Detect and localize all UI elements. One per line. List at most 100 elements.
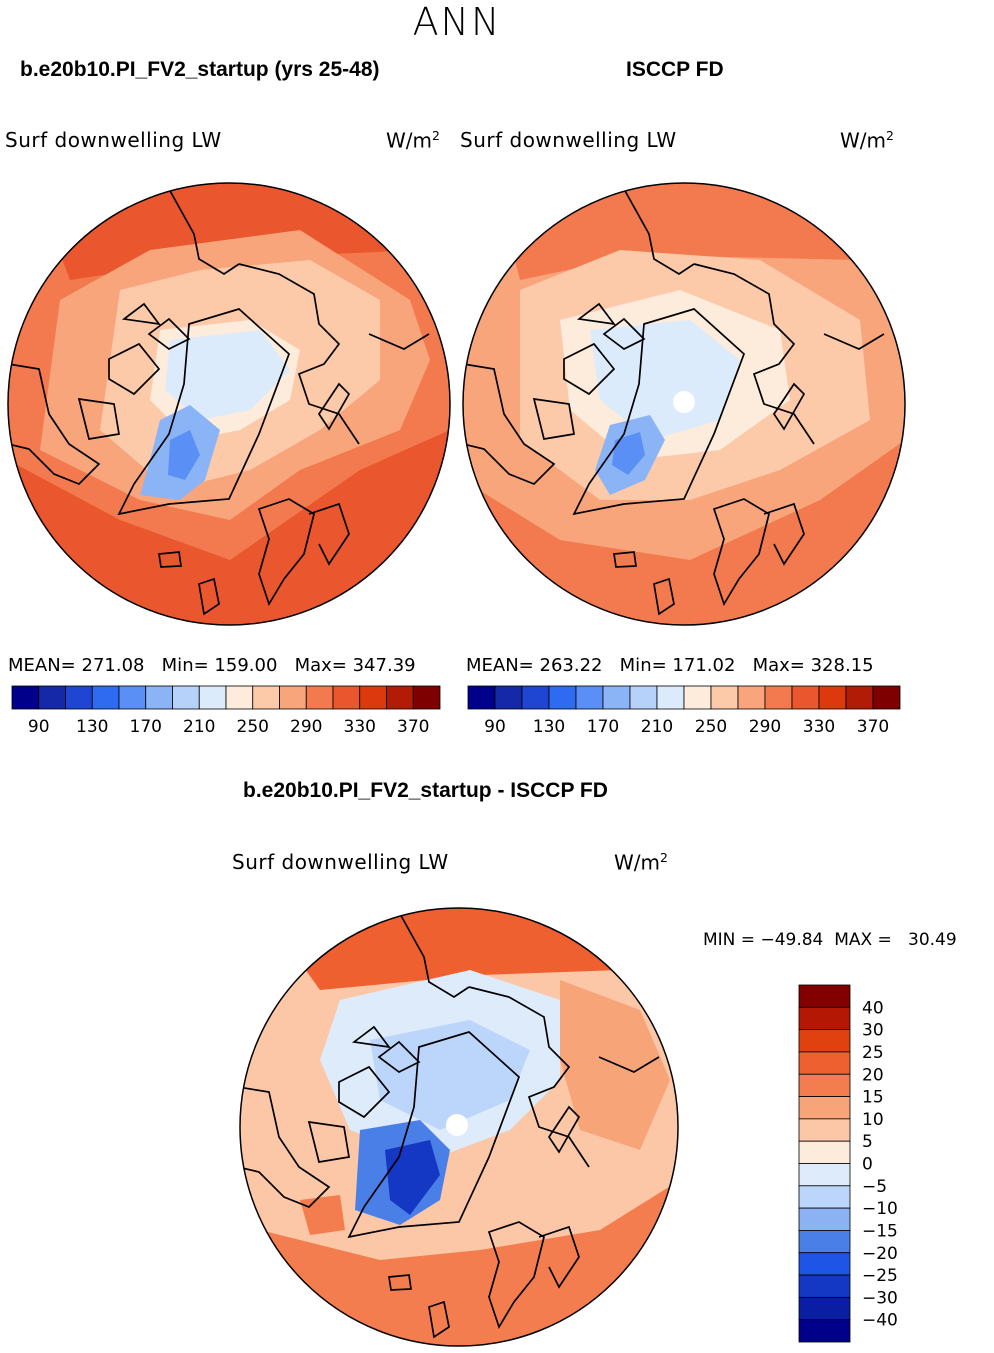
panel1-colorbar-swatch-2 [65, 685, 93, 710]
panel2-colorbar-swatch-9 [710, 685, 739, 710]
panel3-field: Surf downwelling LW [232, 850, 449, 874]
panel1-colorbar-swatch-7 [198, 685, 227, 710]
panel1-colorbar-tick-label: 370 [397, 717, 429, 737]
panel2-colorbar-tick-label: 250 [695, 717, 727, 737]
panel2-colorbar-tick-label: 90 [484, 717, 506, 737]
panel3-colorbar-swatch-13 [798, 1274, 851, 1298]
panel2-region-central [590, 320, 740, 440]
panel3-colorbar-tick-label: −20 [862, 1244, 898, 1264]
panel3-title: b.e20b10.PI_FV2_startup - ISCCP FD [243, 779, 608, 802]
panel2-field: Surf downwelling LW [460, 128, 677, 152]
panel3-colorbar-swatch-11 [798, 1230, 851, 1254]
panel1-map-border [7, 182, 451, 626]
panel2-colorbar-tick-label: 330 [803, 717, 835, 737]
panel3-region-central [370, 1020, 530, 1130]
panel3-stats: MIN = −49.84 MAX = 30.49 [703, 930, 957, 950]
panel1-colorbar-swatch-13 [359, 685, 387, 710]
panel3-colorbar-swatch-6 [798, 1118, 851, 1142]
panel1-colorbar-swatch-0 [11, 685, 40, 710]
panel1-colorbar-swatch-5 [145, 685, 173, 710]
panel2-colorbar-tick-label: 170 [587, 717, 619, 737]
panel1-colorbar: 90 130 170 210 250 290 330 370 [11, 685, 441, 737]
panel1-map [8, 183, 450, 625]
panel3-colorbar-tick-label: 40 [862, 998, 884, 1018]
panel3-colorbar-tick-label: 30 [862, 1021, 884, 1041]
panel1-units: W/m2 [386, 128, 440, 153]
panel2-colorbar-swatch-6 [629, 685, 658, 710]
panel3-map-border [239, 907, 679, 1347]
panel1-min: 159.00 [214, 655, 278, 676]
panel1-colorbar-swatch-11 [305, 685, 334, 710]
panel2-colorbar-swatch-10 [737, 685, 766, 710]
panel2-colorbar-tick-label: 370 [857, 717, 889, 737]
panel3-colorbar-tick-label: 10 [862, 1110, 884, 1130]
panel3-colorbar-swatch-4 [798, 1073, 851, 1097]
panel2-mean: 263.22 [539, 655, 603, 676]
panel1-colorbar-swatch-1 [38, 685, 66, 710]
panel3-colorbar-swatch-8 [798, 1163, 851, 1187]
panel1-field: Surf downwelling LW [5, 128, 222, 152]
panel2-colorbar-swatch-12 [791, 685, 820, 710]
panel2-colorbar-swatch-13 [818, 685, 847, 710]
panel1-mean: 271.08 [81, 655, 145, 676]
panel3-colorbar-tick-label: 15 [862, 1088, 884, 1108]
panel3-colorbar-swatch-1 [798, 1006, 851, 1031]
panel2-colorbar-tick-label: 130 [533, 717, 565, 737]
panel3-colorbar-swatch-0 [798, 984, 851, 1008]
panel2-colorbar-swatch-0 [467, 685, 496, 710]
panel2-min: 171.02 [672, 655, 736, 676]
panel3-min: −49.84 [760, 930, 824, 950]
panel3-colorbar-swatch-5 [798, 1096, 851, 1120]
panel3-colorbar-tick-label: −15 [862, 1221, 898, 1241]
panel2-colorbar-swatch-8 [683, 685, 712, 710]
panel1-colorbar-tick-label: 90 [28, 717, 50, 737]
panel1-region-atlantic [8, 430, 450, 625]
panel1-max: 347.39 [352, 655, 416, 676]
panel2-map [463, 183, 905, 625]
panel3-colorbar-swatch-9 [798, 1185, 851, 1209]
panel3-region-eurasia [560, 980, 670, 1150]
panel1-colorbar-swatch-4 [118, 685, 147, 710]
panel3-colorbar-swatch-15 [798, 1319, 851, 1343]
panel2-max: 328.15 [810, 655, 874, 676]
panel2-colorbar-swatch-14 [845, 685, 874, 710]
panel1-region-pacific-high [40, 183, 420, 280]
panel1-colorbar-swatch-3 [91, 685, 120, 710]
panel3-colorbar-tick-label: −5 [862, 1177, 887, 1197]
figure-title: ANN [412, 0, 502, 44]
panel3-colorbar-tick-label: 5 [862, 1132, 873, 1152]
panel2-colorbar: 90 130 170 210 250 290 330 370 [467, 685, 901, 737]
panel3-colorbar-tick-label: 0 [862, 1155, 873, 1175]
panel3-colorbar-swatch-12 [798, 1252, 851, 1276]
panel1-title: b.e20b10.PI_FV2_startup (yrs 25-48) [20, 58, 380, 81]
panel3-colorbar-swatch-14 [798, 1296, 851, 1321]
panel3-colorbar-swatch-2 [798, 1029, 851, 1053]
panel3-region-atlantic [240, 1180, 678, 1346]
panel1-colorbar-swatch-6 [172, 685, 200, 710]
panel3-colorbar-tick-label: −40 [862, 1311, 898, 1331]
panel3-max: 30.49 [908, 930, 957, 950]
panel3-colorbar-swatch-10 [798, 1207, 851, 1231]
panel2-region-greenland-core [612, 432, 645, 475]
panel3-colorbar-tick-label: −10 [862, 1199, 898, 1219]
panel1-colorbar-tick-label: 250 [237, 717, 269, 737]
panel2-units: W/m2 [840, 128, 894, 153]
panel1-colorbar-tick-label: 210 [183, 717, 215, 737]
panel3-units: W/m2 [614, 850, 668, 875]
panel3-colorbar-swatch-3 [798, 1051, 851, 1075]
panel2-map-border [462, 182, 906, 626]
panel2-stats: MEAN= 263.22 Min= 171.02 Max= 328.15 [466, 655, 874, 676]
panel3-colorbar-tick-label: −30 [862, 1288, 898, 1308]
panel2-region-atlantic [463, 440, 905, 625]
panel3-colorbar-tick-label: 20 [862, 1065, 884, 1085]
panel1-colorbar-tick-label: 290 [290, 717, 322, 737]
panel1-colorbar-tick-label: 330 [344, 717, 376, 737]
panel2-colorbar-swatch-15 [872, 685, 901, 710]
panel1-colorbar-swatch-8 [225, 685, 254, 710]
panel1-colorbar-swatch-9 [252, 685, 280, 710]
panel3-colorbar-swatch-7 [798, 1140, 851, 1164]
panel2-colorbar-tick-label: 210 [641, 717, 673, 737]
panel2-colorbar-tick-label: 290 [749, 717, 781, 737]
panel2-title: ISCCP FD [626, 58, 724, 81]
